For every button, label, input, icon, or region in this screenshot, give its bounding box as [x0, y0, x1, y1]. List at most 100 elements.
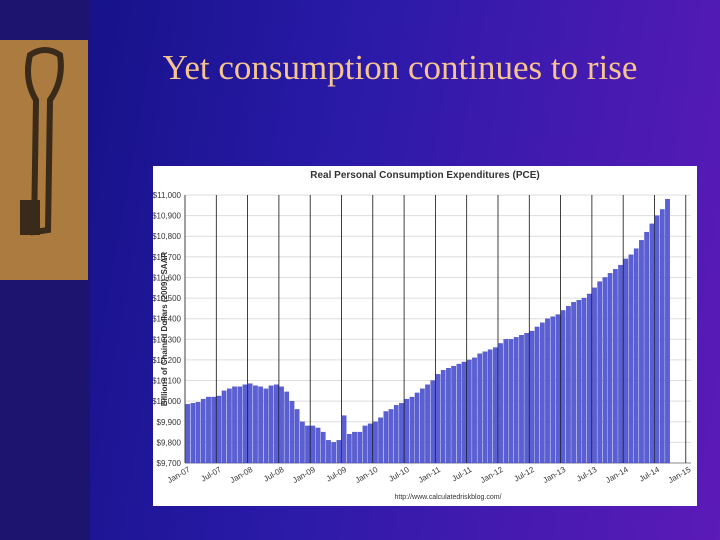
bar [665, 198, 670, 464]
bar [618, 264, 623, 464]
y-tick-label: $10,400 [153, 315, 182, 324]
slide-title: Yet consumption continues to rise [162, 48, 638, 87]
chart-image: Real Personal Consumption Expenditures (… [152, 166, 697, 511]
bar [602, 277, 608, 464]
bar [289, 401, 295, 464]
bar [628, 254, 634, 464]
bar [555, 314, 561, 464]
bar [472, 357, 477, 464]
bar [508, 339, 514, 464]
chart-title: Real Personal Consumption Expenditures (… [310, 170, 539, 181]
left-strip [0, 0, 90, 540]
bar [273, 384, 279, 464]
bar [592, 287, 597, 464]
bar [425, 384, 430, 464]
bar [659, 209, 665, 464]
y-tick-label: $9,800 [157, 438, 182, 447]
bar [571, 302, 576, 464]
bar [352, 431, 357, 464]
bar [357, 431, 363, 464]
bar [623, 258, 629, 464]
bar [373, 421, 378, 464]
bar [399, 403, 404, 464]
bar [284, 391, 290, 464]
y-tick-label: $10,200 [153, 356, 182, 365]
bar [607, 273, 613, 464]
y-tick-label: $9,900 [157, 418, 182, 427]
y-tick-label: $10,700 [153, 253, 182, 262]
bar [576, 299, 582, 464]
bar [524, 332, 530, 464]
bar [294, 409, 300, 464]
bar [498, 343, 503, 464]
bar [383, 411, 389, 464]
bar [597, 281, 603, 464]
bar [232, 386, 237, 464]
bar [550, 316, 556, 464]
bar [581, 297, 587, 464]
bar [477, 353, 483, 464]
bar [320, 431, 326, 464]
bar [456, 363, 462, 464]
y-tick-label: $9,700 [157, 459, 182, 468]
key-bit [20, 200, 40, 235]
y-tick-label: $10,900 [153, 212, 182, 221]
y-tick-label: $10,100 [153, 377, 182, 386]
bar [331, 442, 337, 464]
bar [639, 240, 644, 464]
bar [310, 425, 316, 464]
bar [654, 215, 660, 464]
bar [539, 322, 545, 464]
bar [534, 326, 540, 464]
bar [493, 347, 498, 464]
bar [367, 423, 373, 464]
bar [566, 306, 571, 464]
y-tick-label: $10,000 [153, 397, 182, 406]
bar [185, 404, 190, 464]
bar [263, 388, 269, 464]
bar [649, 223, 655, 464]
y-tick-label: $10,500 [153, 294, 182, 303]
bar [279, 386, 284, 464]
bar [226, 388, 232, 464]
bar [258, 386, 263, 464]
chart: Real Personal Consumption Expenditures (… [152, 166, 697, 506]
bar [341, 415, 347, 464]
bar [237, 386, 243, 464]
bar [414, 392, 420, 464]
texture [0, 40, 88, 280]
bar [586, 293, 592, 464]
bar [560, 310, 566, 464]
y-tick-label: $11,000 [153, 191, 182, 200]
bar [336, 440, 342, 464]
bar [211, 396, 217, 464]
y-tick-label: $10,300 [153, 335, 182, 344]
bar [440, 370, 446, 464]
bar [362, 425, 368, 464]
bar [519, 335, 524, 464]
bar [466, 359, 472, 464]
bar [247, 383, 253, 464]
key-image [0, 40, 88, 280]
bar [487, 349, 493, 464]
bar [435, 374, 441, 464]
bar [200, 398, 206, 464]
bar [268, 385, 274, 464]
bar [242, 384, 248, 464]
y-tick-label: $10,600 [153, 273, 182, 282]
bar [221, 390, 227, 464]
bar [216, 395, 222, 464]
source: http://www.calculatedriskblog.com/ [395, 494, 502, 501]
bar [300, 421, 305, 464]
bar [545, 318, 550, 464]
bar [461, 361, 467, 464]
bar [206, 396, 211, 464]
bar [503, 339, 509, 464]
bar [315, 427, 321, 464]
bar [326, 440, 331, 464]
bar [613, 269, 618, 464]
texture-shade [0, 40, 88, 280]
bar [451, 365, 456, 464]
y-axis-label: Billions of Chained Dollars (2009), SAAR [160, 252, 169, 406]
